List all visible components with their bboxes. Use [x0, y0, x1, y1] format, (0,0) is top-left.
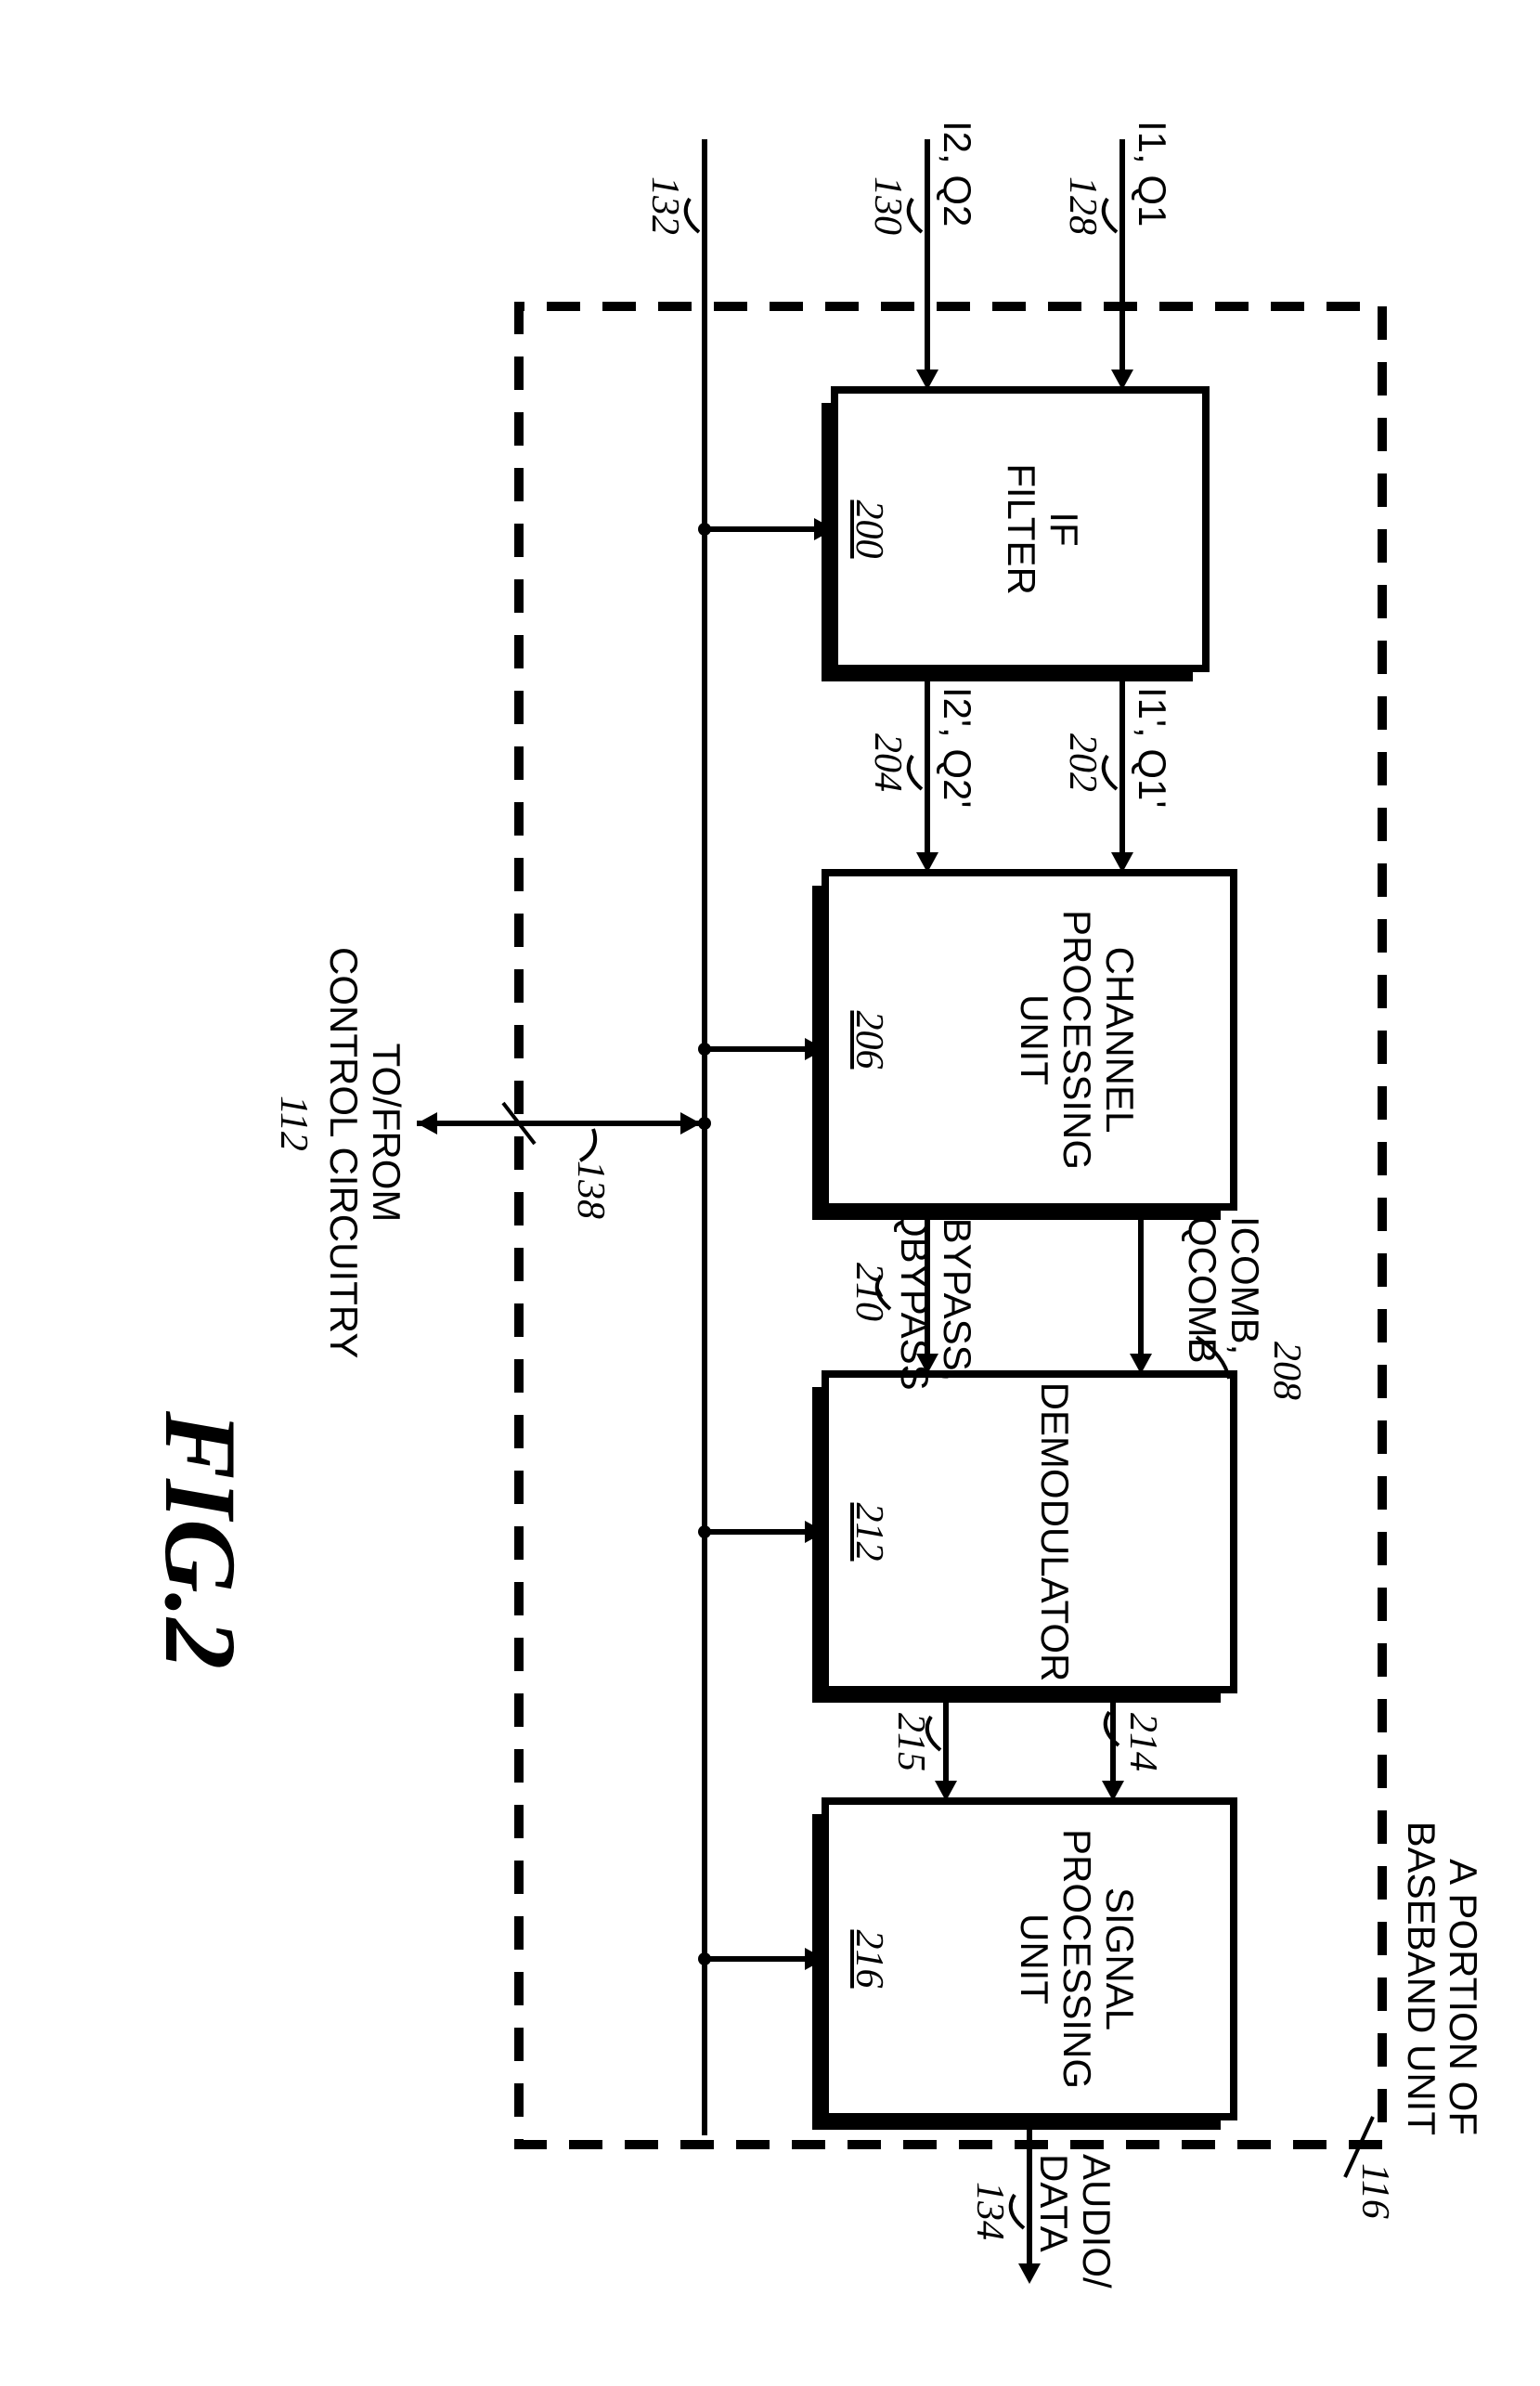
demod-sig-top-ref: 214 — [1121, 1713, 1164, 1771]
chan-demod-top-ref: 208 — [1265, 1342, 1308, 1400]
diagram-svg — [0, 0, 1540, 2386]
chan-demod-top-label: ICOMB,QCOMB — [1181, 1216, 1266, 1364]
border-title-2: BASEBAND UNIT — [1400, 1822, 1443, 2135]
bus-in-ref: 132 — [643, 176, 686, 235]
in-top-label: I1, Q1 — [1131, 121, 1173, 227]
chan-demod-bot-label: IBYPASS,QBYPASS — [893, 1207, 978, 1391]
if-filter-ref: 200 — [848, 390, 890, 668]
chan-demod-bot-ref: 210 — [848, 1263, 890, 1321]
demod-sig-bot-ref: 215 — [889, 1713, 932, 1771]
bus-drop-label: TO/FROMCONTROL CIRCUITRY — [322, 947, 408, 1318]
demod-ref: 212 — [848, 1374, 890, 1690]
chan-proc-label: CHANNEL PROCESSING UNIT — [1012, 873, 1141, 1207]
border-ref: 116 — [1353, 2163, 1396, 2219]
chan-proc-ref: 206 — [848, 873, 890, 1207]
if-filter-label: IF FILTER — [1000, 390, 1085, 668]
bus-drop-ref: 138 — [569, 1161, 612, 1219]
if-chan-top-ref: 202 — [1061, 733, 1104, 792]
border-title-1: A PORTION OF — [1442, 1859, 1484, 2135]
bus-drop-ref2: 112 — [272, 1096, 315, 1151]
sig-proc-ref: 216 — [848, 1801, 890, 2117]
demod-label: DEMODULATOR — [1033, 1374, 1076, 1690]
if-chan-top-label: I1', Q1' — [1131, 687, 1173, 808]
out-label: AUDIO/DATA — [1032, 2154, 1118, 2289]
if-chan-bot-label: I2', Q2' — [936, 687, 978, 808]
sig-proc-label: SIGNAL PROCESSING UNIT — [1012, 1801, 1141, 2117]
if-chan-bot-ref: 204 — [866, 733, 909, 792]
out-ref: 134 — [968, 2182, 1011, 2240]
in-top-ref: 128 — [1061, 176, 1104, 235]
in-bot-label: I2, Q2 — [936, 121, 978, 227]
rotated-canvas: A PORTION OF BASEBAND UNIT 116 IF FILTER… — [0, 0, 1540, 2386]
figure-label: FIG.2 — [141, 1411, 259, 1669]
in-bot-ref: 130 — [866, 176, 909, 235]
